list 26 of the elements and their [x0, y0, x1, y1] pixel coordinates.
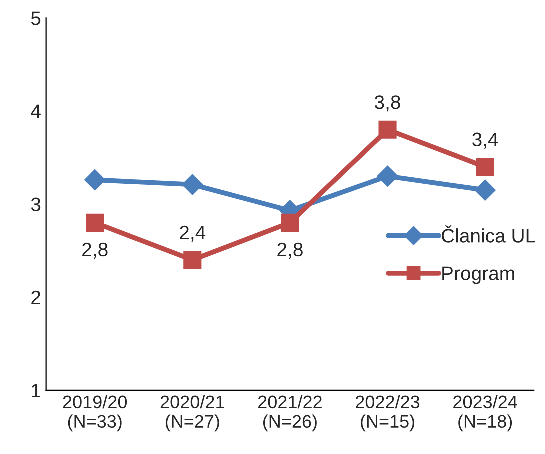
data-label: 3,4 [472, 132, 498, 149]
x-tick-label: 2021/22 (N=26) [258, 395, 322, 432]
point [84, 170, 106, 191]
y-tick-label: 1 [32, 384, 41, 398]
data-label: 3,8 [374, 96, 400, 112]
y-tick-label: 2 [32, 290, 40, 304]
point [378, 120, 397, 139]
point [86, 214, 104, 232]
y-tick-label: 3 [31, 198, 41, 212]
point [281, 214, 300, 232]
point [184, 251, 202, 270]
data-label: 2,8 [82, 242, 108, 259]
point [474, 180, 496, 201]
x-tick-label: 2019/20 (N=33) [63, 395, 128, 432]
point [476, 158, 494, 176]
y-tick-label: 4 [31, 104, 41, 118]
legend-label: Program [442, 266, 514, 284]
legend-label: Članica UL [442, 226, 536, 243]
x-tick-label: 2022/23 (N=15) [356, 395, 420, 432]
data-label: 2,4 [180, 226, 206, 242]
data-label: 2,8 [278, 242, 303, 259]
point [182, 174, 204, 196]
point [377, 166, 398, 187]
x-tick-label: 2023/24 (N=18) [454, 395, 518, 432]
y-tick-label: 5 [31, 12, 41, 26]
x-tick-label: 2020/21 (N=27) [160, 395, 224, 432]
